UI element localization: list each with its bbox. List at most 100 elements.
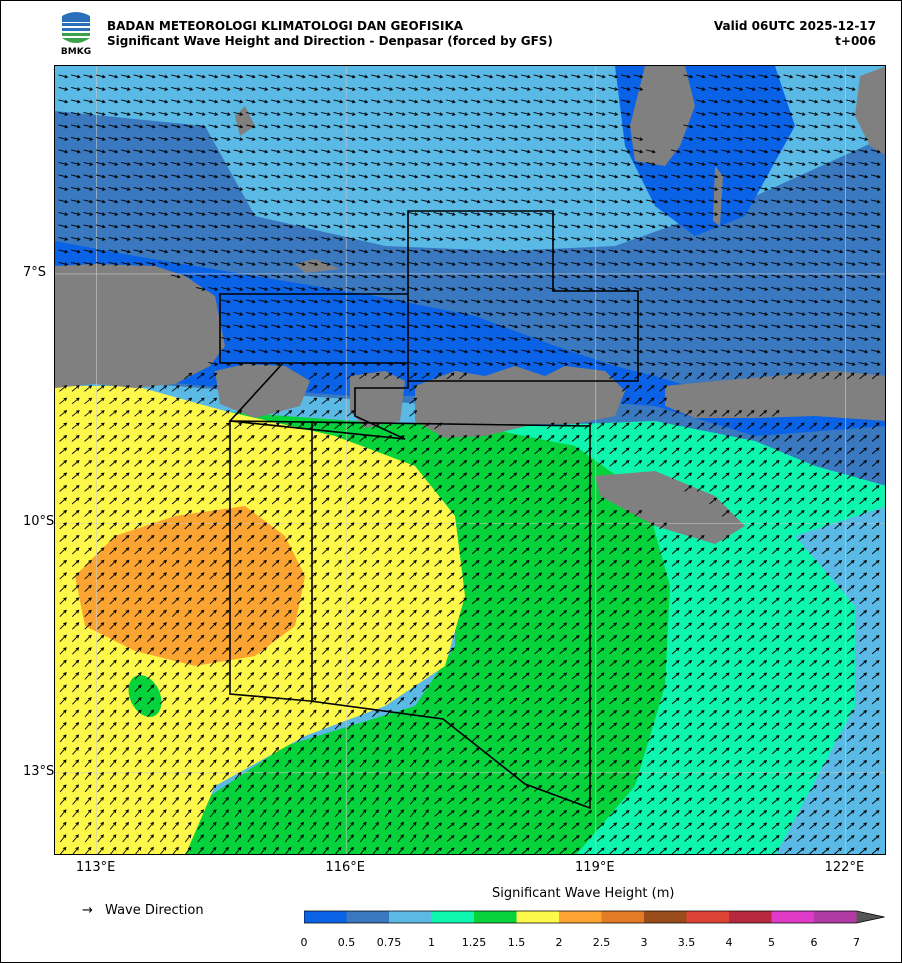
wave-arrow: [371, 584, 380, 592]
wave-arrow: [120, 99, 131, 104]
wave-arrow: [783, 74, 794, 79]
wave-arrow: [371, 622, 380, 630]
wave-arrow: [221, 497, 230, 505]
wave-arrow: [408, 74, 419, 79]
wave-arrow: [296, 484, 305, 492]
wave-arrow: [71, 434, 80, 442]
wave-arrow: [508, 199, 519, 204]
wave-arrow: [821, 559, 830, 567]
wave-arrow: [346, 434, 355, 442]
wave-arrow: [271, 484, 280, 492]
wave-arrow: [159, 684, 167, 693]
wave-arrow: [634, 647, 643, 655]
wave-arrow: [195, 261, 206, 266]
wave-arrow: [170, 174, 181, 179]
wave-arrow: [146, 534, 155, 542]
wave-arrow: [234, 547, 243, 555]
wave-arrow: [83, 149, 94, 154]
wave-arrow: [395, 149, 406, 154]
wave-arrow: [533, 161, 544, 166]
wave-arrow: [808, 336, 819, 341]
wave-arrow: [345, 299, 356, 304]
wave-arrow: [196, 584, 205, 592]
wave-arrow: [521, 459, 530, 467]
forecast-step: t+006: [835, 34, 876, 48]
wave-arrow: [445, 336, 456, 341]
wave-arrow: [634, 584, 643, 592]
wave-arrow: [334, 647, 342, 655]
wave-arrow: [846, 572, 855, 580]
wave-arrow: [133, 99, 144, 104]
wave-arrow: [770, 286, 781, 291]
wave-arrow: [308, 136, 319, 141]
wave-arrow: [608, 349, 619, 354]
wave-arrow: [95, 186, 106, 191]
wave-arrow: [820, 299, 831, 304]
wave-arrow: [346, 609, 355, 618]
wave-arrow: [784, 572, 793, 580]
wave-arrow: [733, 286, 744, 291]
wave-arrow: [109, 659, 117, 668]
wave-arrow: [821, 572, 830, 580]
wave-arrow: [621, 547, 630, 555]
wave-arrow: [234, 434, 243, 442]
wave-arrow: [208, 174, 219, 179]
wave-arrow: [358, 286, 369, 291]
wave-arrow: [234, 509, 243, 517]
wave-arrow: [834, 547, 843, 555]
wave-arrow: [670, 299, 681, 304]
wave-arrow: [620, 86, 631, 91]
wave-arrow: [583, 236, 594, 241]
wave-arrow: [820, 149, 831, 154]
wave-arrow: [671, 447, 680, 455]
wave-arrow: [645, 261, 656, 266]
wave-arrow: [359, 472, 368, 480]
wave-arrow: [421, 447, 430, 455]
wave-arrow: [83, 199, 94, 204]
wave-arrow: [759, 459, 768, 467]
wave-arrow: [495, 86, 506, 91]
wave-arrow: [796, 522, 805, 530]
wave-arrow: [534, 647, 543, 655]
wave-arrow: [533, 349, 544, 354]
wave-arrow: [345, 261, 356, 266]
wave-arrow: [820, 186, 831, 191]
wave-arrow: [258, 149, 269, 154]
wave-arrow: [296, 572, 305, 580]
wave-arrow: [834, 559, 843, 567]
wave-arrow: [783, 161, 794, 166]
wave-arrow: [333, 349, 344, 354]
wave-arrow: [195, 99, 206, 104]
wave-arrow: [395, 349, 406, 354]
wave-arrow: [433, 299, 444, 304]
wave-arrow: [646, 384, 655, 392]
wave-arrow: [783, 261, 794, 266]
wave-arrow: [84, 671, 92, 680]
wave-arrow: [446, 522, 455, 530]
wave-arrow: [221, 534, 230, 542]
wave-arrow: [684, 559, 693, 567]
wave-arrow: [684, 634, 693, 642]
wave-arrow: [820, 311, 831, 316]
wave-arrow: [58, 136, 69, 141]
wave-arrow: [770, 224, 781, 229]
wave-arrow: [408, 111, 419, 116]
wave-arrow: [271, 559, 280, 567]
wave-arrow: [184, 385, 193, 392]
wave-arrow: [408, 174, 419, 179]
wave-arrow: [320, 86, 331, 91]
wave-arrow: [409, 659, 417, 668]
wave-arrow: [834, 647, 843, 655]
wave-arrow: [634, 672, 643, 680]
wave-arrow: [846, 484, 855, 492]
wave-arrow: [321, 509, 330, 517]
wave-arrow: [372, 684, 380, 693]
wave-arrow: [784, 372, 793, 380]
wave-arrow: [71, 397, 80, 405]
wave-arrow: [245, 249, 256, 254]
wave-arrow: [609, 597, 618, 605]
wave-arrow: [395, 236, 406, 241]
wave-arrow: [359, 597, 367, 605]
wave-arrow: [608, 299, 619, 304]
wave-arrow: [246, 497, 255, 505]
